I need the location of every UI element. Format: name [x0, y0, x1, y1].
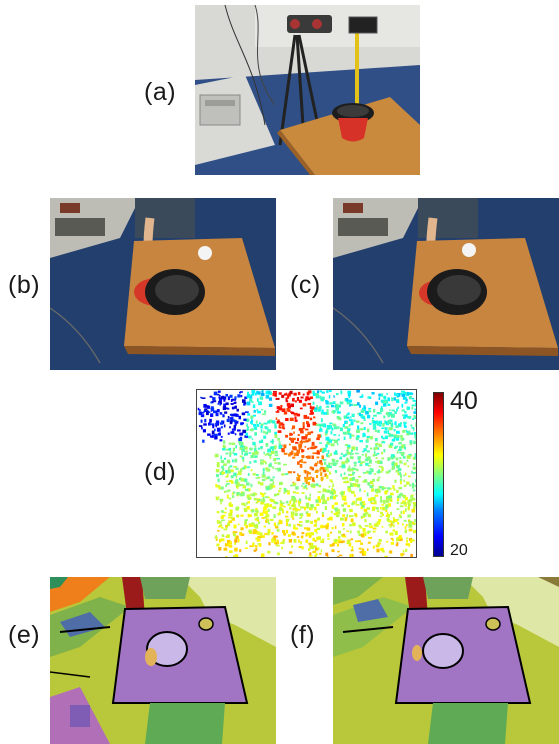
panel-label-d: (d): [144, 458, 177, 486]
photo-user-b: [50, 198, 276, 370]
photo-setup: [195, 5, 420, 175]
panel-label-a: (a): [144, 78, 177, 106]
panel-label-f: (f): [290, 621, 316, 649]
colorbar: [433, 392, 444, 557]
depth-map: [196, 389, 417, 558]
colorbar-min-label: 20: [450, 542, 468, 559]
photo-user-c: [333, 198, 559, 370]
panel-label-e: (e): [8, 621, 41, 649]
segmentation-e: [50, 577, 276, 744]
panel-label-c: (c): [290, 271, 321, 299]
colorbar-max-label: 40: [450, 387, 478, 415]
segmentation-f: [333, 577, 559, 744]
panel-label-b: (b): [8, 271, 41, 299]
